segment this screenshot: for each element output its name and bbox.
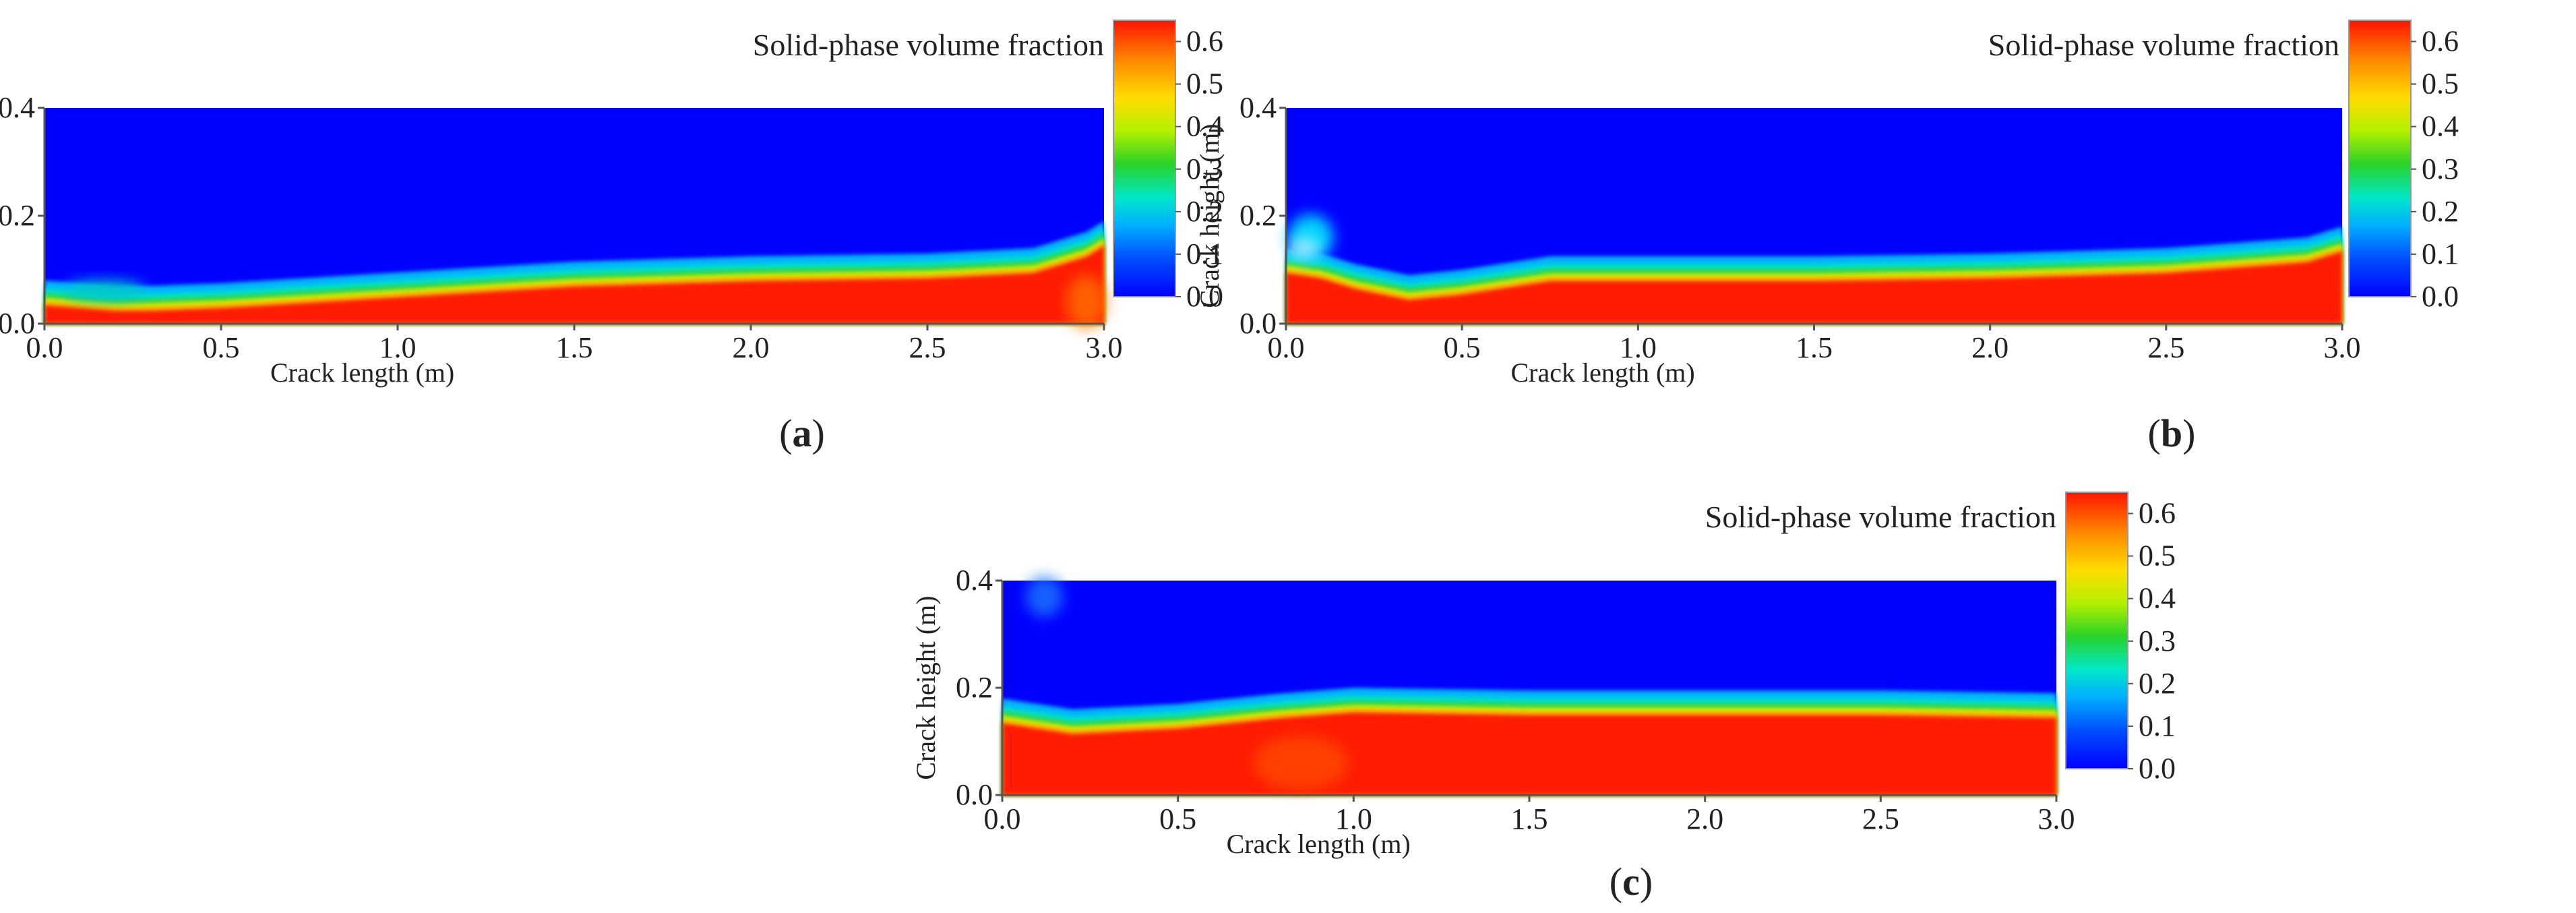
colorbar xyxy=(1113,20,1176,297)
x-tick-label: 1.5 xyxy=(1796,331,1833,364)
colorbar-tick-label: 0.1 xyxy=(1186,237,1223,270)
panel-caption: (b) xyxy=(2148,411,2196,455)
colorbar-tick-label: 0.2 xyxy=(1186,195,1223,228)
x-tick-label: 0.5 xyxy=(1159,802,1196,835)
x-tick-label: 2.0 xyxy=(733,331,770,364)
x-tick-label: 3.0 xyxy=(2038,802,2075,835)
x-tick-label: 0.0 xyxy=(984,802,1021,835)
y-tick-label: 0.4 xyxy=(956,564,993,597)
heatmap-panel-a: 0.0 0.5 1.0 1.5 2.0 2.5 3.0 0.0 0.2 0.4 Crack leng… xyxy=(0,20,1223,455)
contour-layer-0.62 xyxy=(44,245,1104,324)
x-tick-label: 1.5 xyxy=(1511,802,1548,835)
y-tick-label: 0.4 xyxy=(0,91,35,124)
x-tick-label: 1.0 xyxy=(379,331,417,364)
x-axis-label: Crack length (m) xyxy=(1227,829,1411,859)
y-tick-label: 0.0 xyxy=(956,778,993,811)
colorbar-tick-label: 0.4 xyxy=(2139,582,2176,615)
x-tick-label: 2.5 xyxy=(1862,802,1899,835)
colorbar-tick-label: 0.3 xyxy=(2422,152,2459,185)
x-tick-label: 0.5 xyxy=(1444,331,1481,364)
colorbar-title: Solid-phase volume fraction xyxy=(753,28,1104,62)
feature-blob xyxy=(1287,237,1320,259)
colorbar-tick-label: 0.0 xyxy=(1186,280,1223,313)
colorbar-tick-label: 0.2 xyxy=(2139,667,2176,700)
y-tick-label: 0.2 xyxy=(1239,199,1277,232)
y-tick-label: 0.0 xyxy=(0,307,35,340)
contour-layer-0.62 xyxy=(1286,251,2342,324)
colorbar-tick-label: 0.4 xyxy=(2422,110,2459,143)
x-tick-label: 0.5 xyxy=(203,331,240,364)
x-axis-label: Crack length (m) xyxy=(1510,357,1694,388)
colorbar-tick-label: 0.4 xyxy=(1186,110,1223,143)
y-tick-label: 0.4 xyxy=(1239,91,1277,124)
panel-caption: (a) xyxy=(779,411,825,455)
x-tick-label: 1.5 xyxy=(556,331,593,364)
panel-caption: (c) xyxy=(1609,860,1653,904)
colorbar-tick-label: 0.5 xyxy=(2139,539,2176,572)
colorbar-tick-label: 0.6 xyxy=(2422,25,2459,58)
colorbar-tick-label: 0.2 xyxy=(2422,195,2459,228)
colorbar-tick-label: 0.5 xyxy=(2422,67,2459,100)
heatmap-panel-c: 0.0 0.5 1.0 1.5 2.0 2.5 3.0 0.0 0.2 0.4 Crack leng… xyxy=(911,492,2176,904)
colorbar xyxy=(2065,492,2128,769)
feature-blob xyxy=(1066,275,1107,329)
y-axis-label: Crack height (m) xyxy=(911,595,941,779)
colorbar-tick-label: 0.6 xyxy=(2139,497,2176,530)
y-axis-label: Crack height (m) xyxy=(1194,123,1225,307)
x-tick-label: 1.0 xyxy=(1335,802,1372,835)
colorbar-tick-label: 0.0 xyxy=(2139,752,2176,785)
feature-blob xyxy=(64,281,146,300)
y-tick-label: 0.0 xyxy=(1239,307,1277,340)
colorbar-title: Solid-phase volume fraction xyxy=(1988,28,2339,62)
colorbar-tick-label: 0.1 xyxy=(2422,237,2459,270)
x-tick-label: 0.0 xyxy=(1268,331,1305,364)
x-tick-label: 2.5 xyxy=(2147,331,2184,364)
colorbar-title: Solid-phase volume fraction xyxy=(1705,500,2056,534)
colorbar-tick-label: 0.1 xyxy=(2139,709,2176,742)
colorbar-tick-label: 0.0 xyxy=(2422,280,2459,313)
colorbar-tick-label: 0.5 xyxy=(1186,67,1223,100)
colorbar-tick-label: 0.6 xyxy=(1186,25,1223,58)
colorbar-tick-label: 0.3 xyxy=(1186,152,1223,185)
x-tick-label: 2.5 xyxy=(909,331,946,364)
colorbar-tick-label: 0.3 xyxy=(2139,624,2176,657)
colorbar xyxy=(2348,20,2412,297)
y-tick-label: 0.2 xyxy=(956,671,993,704)
x-tick-label: 2.0 xyxy=(1686,802,1723,835)
feature-blob xyxy=(1254,736,1349,790)
x-axis-label: Crack length (m) xyxy=(270,357,454,388)
heatmap-panel-b: 0.0 0.5 1.0 1.5 2.0 2.5 3.0 0.0 0.2 0.4 Crack leng… xyxy=(1194,20,2459,455)
x-tick-label: 3.0 xyxy=(1086,331,1123,364)
x-tick-label: 1.0 xyxy=(1620,331,1657,364)
feature-blob xyxy=(1025,576,1064,617)
y-tick-label: 0.2 xyxy=(0,199,35,232)
x-tick-label: 2.0 xyxy=(1971,331,2008,364)
x-tick-label: 0.0 xyxy=(26,331,63,364)
x-tick-label: 3.0 xyxy=(2324,331,2361,364)
